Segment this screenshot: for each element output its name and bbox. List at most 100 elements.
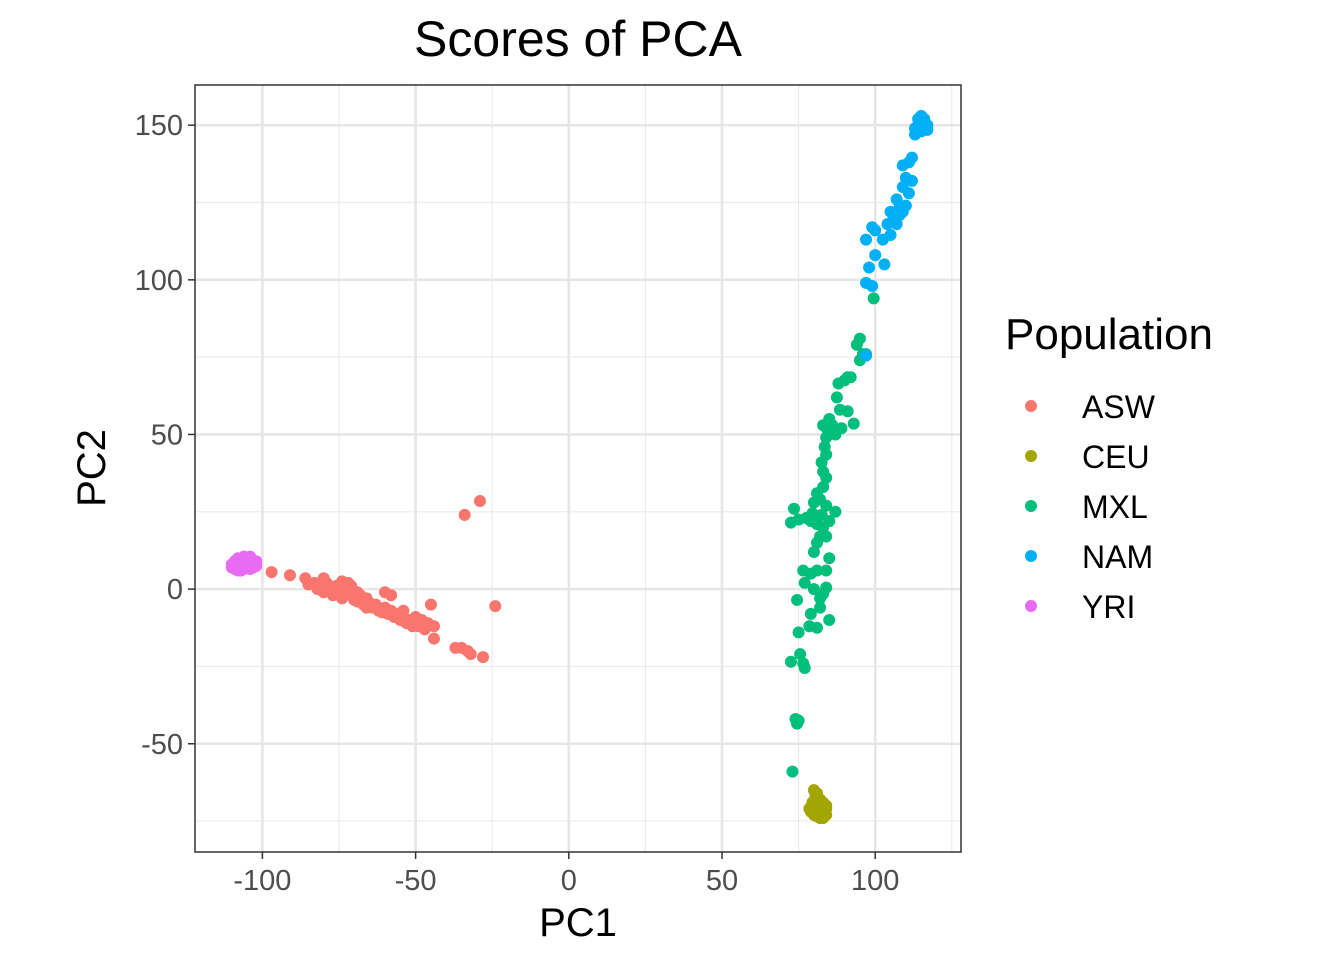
data-point [820,530,833,543]
data-point [823,614,836,627]
legend-label: MXL [1082,489,1148,525]
data-point [228,558,241,571]
data-point [890,218,903,231]
y-tick-label: -50 [141,729,183,761]
data-point [477,651,490,664]
data-point [798,576,811,589]
series-yri [225,550,263,577]
data-point [905,174,918,187]
data-point [427,632,440,645]
data-point [810,518,823,531]
data-point [820,499,833,512]
y-tick-label: 50 [151,419,183,451]
data-point [804,607,817,620]
data-point [918,113,931,126]
data-point [823,552,836,565]
series-nam [860,109,934,362]
data-point [797,564,810,577]
data-point [814,601,827,614]
data-point [806,507,819,520]
data-point [464,648,477,661]
legend-item-yri: YRI [1025,589,1135,625]
y-axis-title: PC2 [70,429,114,507]
data-point [860,349,873,362]
data-point [424,598,437,611]
data-point [792,626,805,639]
data-point [860,233,873,246]
legend: Population ASW CEU MXL NAM YRI [1005,310,1213,625]
legend-item-ceu: CEU [1025,439,1150,475]
data-point [817,465,830,478]
data-point [385,589,398,602]
data-point [791,593,804,606]
data-point [863,261,876,274]
data-point [830,391,843,404]
data-point [823,413,836,426]
legend-key [1025,550,1037,562]
data-point [473,494,486,507]
data-point [817,481,830,494]
plot-border [194,84,962,853]
data-point [878,258,891,271]
data-point [807,583,820,596]
data-point [820,564,833,577]
data-point [807,546,820,559]
legend-key [1025,400,1037,412]
data-point [283,569,296,582]
data-point [844,371,857,384]
data-point [817,587,830,600]
data-point [829,505,842,518]
data-point [921,123,934,136]
legend-label: NAM [1082,539,1153,575]
y-tick-label: 0 [167,574,183,606]
data-point [489,600,502,613]
series-asw [265,494,502,664]
data-point [250,559,263,572]
x-tick-label: 100 [851,865,899,897]
data-point [867,292,880,305]
data-point [794,648,807,661]
data-point [841,405,854,418]
plot-panel [195,85,961,852]
legend-key [1025,500,1037,512]
chart-title: Scores of PCA [414,11,743,67]
data-point [847,417,860,430]
data-point [820,802,833,815]
legend-title: Population [1005,310,1213,359]
data-point [804,801,817,814]
data-point [899,199,912,212]
data-point [798,661,811,674]
data-point [244,550,257,563]
y-tick-label: 150 [135,110,183,142]
data-point [853,332,866,345]
data-point [869,224,882,237]
data-points [225,109,934,824]
legend-label: YRI [1082,589,1135,625]
x-tick-label: 50 [706,865,738,897]
x-tick-label: -100 [233,865,291,897]
series-ceu [803,784,833,824]
data-point [869,249,882,262]
data-point [905,151,918,164]
data-point [866,280,879,293]
data-point [912,125,925,138]
data-point [818,440,831,453]
data-point [884,228,897,241]
legend-label: CEU [1082,439,1150,475]
y-tick-label: 100 [135,265,183,297]
data-point [786,765,799,778]
legend-key [1025,600,1037,612]
data-point [458,508,471,521]
data-point [265,566,278,579]
data-point [902,187,915,200]
legend-item-mxl: MXL [1025,489,1148,525]
grid-lines [195,85,961,852]
data-point [397,604,410,617]
data-point [810,621,823,634]
x-tick-label: 0 [561,865,577,897]
legend-item-asw: ASW [1025,389,1156,425]
data-point [788,502,801,515]
series-mxl [784,292,880,778]
data-point [835,422,848,435]
